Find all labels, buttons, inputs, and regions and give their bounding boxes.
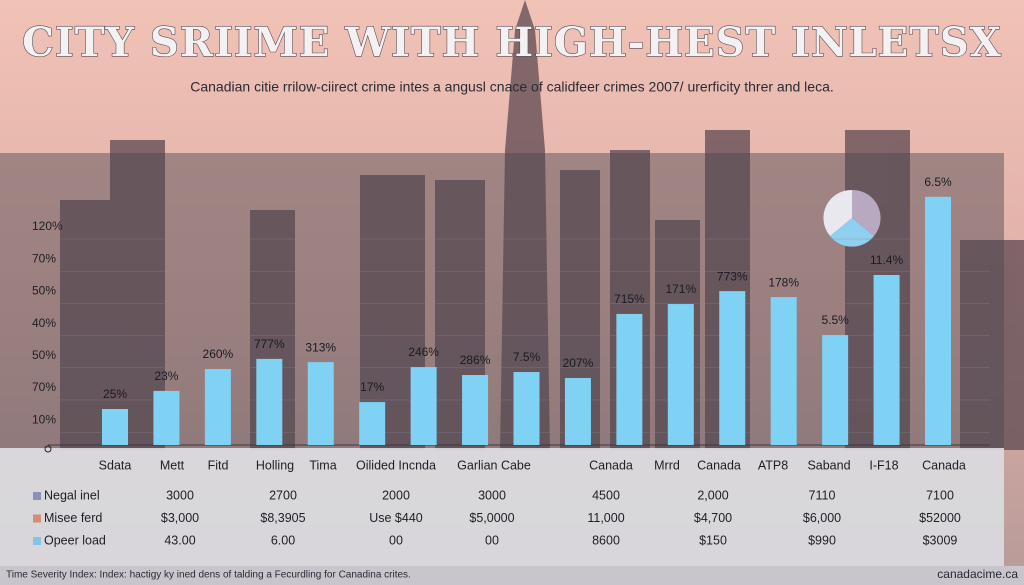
table-cell: $3,000 <box>161 511 199 525</box>
table-cell: $6,000 <box>803 511 841 525</box>
y-axis-label: 10% <box>32 412 56 426</box>
value-label: 286% <box>460 353 491 367</box>
table-cell: $5,0000 <box>469 511 514 525</box>
table-cell: 8600 <box>592 533 620 547</box>
table-cell: 00 <box>389 533 403 547</box>
bar <box>513 372 540 445</box>
row-swatch <box>33 514 41 523</box>
table-cell: $4,700 <box>694 511 732 525</box>
value-label: 17% <box>360 380 384 394</box>
table-cell: 2700 <box>269 488 297 502</box>
pie-icon <box>823 189 881 247</box>
bar <box>410 367 437 445</box>
table-header: Mett <box>160 458 185 472</box>
bar <box>102 409 128 445</box>
footer-note: Time Severity Index: Index: hactigy ky i… <box>6 570 411 581</box>
table-header: ATP8 <box>758 458 788 472</box>
table-cell: 43.00 <box>164 533 195 547</box>
bar <box>256 358 283 445</box>
table-cell: 2,000 <box>697 488 728 502</box>
value-label: 260% <box>203 347 234 361</box>
value-label: 25% <box>103 387 127 401</box>
table-cell: 7100 <box>926 488 954 502</box>
value-label: 171% <box>665 282 696 296</box>
value-label: 11.4% <box>870 253 903 267</box>
bar <box>667 304 694 445</box>
footer-source: canadacime.ca <box>937 567 1018 581</box>
table-header: Oilided Incnda <box>356 458 436 472</box>
table-cell: 3000 <box>166 488 194 502</box>
value-label: 5.5% <box>821 313 849 327</box>
table-cell: $3009 <box>923 533 958 547</box>
bar <box>462 375 489 445</box>
table-cell: $52000 <box>919 511 961 525</box>
row-name: Negal inel <box>44 488 100 502</box>
bar <box>153 390 180 445</box>
value-label: 207% <box>563 356 594 370</box>
table-header: Sdata <box>99 458 132 472</box>
table-cell: $150 <box>699 533 727 547</box>
y-axis-label: 70% <box>32 251 56 265</box>
value-label: 773% <box>717 269 748 283</box>
y-axis-label: 50% <box>32 284 56 298</box>
value-label: 6.5% <box>924 175 952 189</box>
chart-title: CITY SRIIME WITH HIGH-HEST INLETSX <box>22 19 1002 66</box>
value-label: 715% <box>614 292 645 306</box>
value-label: 7.5% <box>513 350 541 364</box>
table-header: Tima <box>309 458 336 472</box>
row-swatch <box>33 537 41 545</box>
table-cell: $990 <box>808 533 836 547</box>
table-panel <box>0 448 1004 566</box>
bar <box>925 196 951 445</box>
table-cell: 2000 <box>382 488 410 502</box>
table-header: Fitd <box>208 458 229 472</box>
value-label: 178% <box>768 275 799 289</box>
table-header: Garlian Cabe <box>457 458 531 472</box>
value-label: 23% <box>154 369 178 383</box>
row-name: Opeer load <box>44 533 106 547</box>
bar <box>359 402 386 445</box>
bar <box>616 313 643 445</box>
table-cell: $8,3905 <box>260 511 305 525</box>
y-axis-label: 40% <box>32 316 56 330</box>
table-header: Mrrd <box>654 458 680 472</box>
bar <box>770 297 797 445</box>
row-name: Misee ferd <box>44 511 102 525</box>
table-cell: 4500 <box>592 488 620 502</box>
table-header: Canada <box>697 458 741 472</box>
table-cell: 3000 <box>478 488 506 502</box>
bar <box>822 335 849 445</box>
y-axis-label: 70% <box>32 380 56 394</box>
table-cell: 11,000 <box>587 511 624 525</box>
bar <box>719 291 746 445</box>
table-header: Holling <box>256 458 294 472</box>
row-swatch <box>33 492 41 500</box>
value-label: 777% <box>254 337 285 351</box>
table-header: I-F18 <box>869 458 898 472</box>
table-cell: Use $440 <box>369 511 423 525</box>
table-header: Canada <box>922 458 966 472</box>
chart-subtitle: Canadian citie rrilow-ciirect crime inte… <box>190 79 834 95</box>
value-label: 246% <box>408 345 439 359</box>
bar <box>873 274 900 445</box>
table-header: Canada <box>589 458 633 472</box>
table-cell: 6.00 <box>271 533 295 547</box>
table-cell: 7110 <box>809 488 836 502</box>
origin-marker <box>44 445 52 453</box>
bar <box>204 369 231 445</box>
y-axis-label: 120% <box>32 219 63 233</box>
table-cell: 00 <box>485 533 499 547</box>
y-axis-label: 50% <box>32 348 56 362</box>
bar <box>307 362 334 445</box>
value-label: 313% <box>305 340 336 354</box>
footer-band <box>0 566 1024 585</box>
table-header: Saband <box>807 458 850 472</box>
bar <box>564 377 591 445</box>
